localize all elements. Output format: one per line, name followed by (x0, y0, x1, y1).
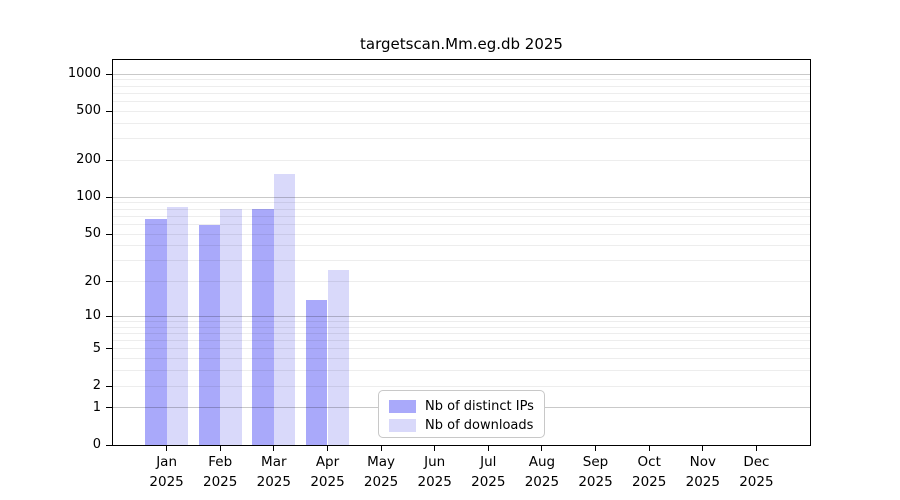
x-label-year-may: 2025 (363, 474, 399, 490)
x-tick-label-feb: Feb 2025 (192, 452, 248, 492)
y-tick-50 (106, 233, 112, 235)
x-label-year-nov: 2025 (685, 474, 720, 490)
y-tick-2 (106, 385, 112, 387)
x-label-month-jun: Jun (424, 454, 446, 470)
x-label-month-apr: Apr (315, 454, 340, 470)
bar-distinct-ips-apr (306, 299, 328, 445)
x-tick-sep (595, 446, 596, 451)
x-tick-oct (648, 446, 650, 451)
y-tick-100 (106, 196, 112, 198)
x-label-month-nov: Nov (689, 454, 716, 470)
legend-label-downloads: Nb of downloads (425, 417, 534, 433)
x-label-month-feb: Feb (208, 454, 233, 470)
legend-item-distinct-ips: Nb of distinct IPs (389, 397, 544, 415)
y-tick-200 (106, 159, 112, 161)
y-tick-1 (106, 407, 112, 409)
x-label-year-jun: 2025 (417, 474, 452, 490)
y-tick-label-100: 100 (76, 189, 101, 205)
legend-swatch-distinct-ips (389, 399, 416, 413)
x-label-month-dec: Dec (743, 454, 770, 470)
bar-distinct-ips-mar (252, 208, 274, 445)
x-label-month-sep: Sep (582, 454, 609, 470)
bar-downloads-mar (273, 174, 296, 445)
x-tick-label-apr: Apr 2025 (300, 452, 356, 492)
legend: Nb of distinct IPs Nb of downloads (378, 390, 545, 438)
x-label-year-jan: 2025 (149, 474, 184, 490)
x-label-year-dec: 2025 (739, 474, 774, 490)
x-label-year-apr: 2025 (310, 474, 345, 490)
y-tick-label-2: 2 (92, 378, 101, 393)
plot-area (112, 59, 811, 446)
y-tick-1000 (106, 73, 112, 75)
x-label-year-oct: 2025 (632, 474, 667, 490)
x-tick-feb (219, 446, 221, 451)
x-tick-label-jan: Jan 2025 (139, 452, 195, 492)
x-label-month-oct: Oct (637, 454, 661, 470)
y-tick-5 (106, 348, 112, 350)
legend-label-distinct-ips: Nb of distinct IPs (425, 398, 534, 414)
legend-swatch-downloads (389, 418, 416, 432)
x-tick-label-mar: Mar 2025 (246, 452, 302, 492)
x-label-month-mar: Mar (261, 454, 287, 470)
x-tick-jan (166, 446, 168, 451)
x-tick-label-may: May 2025 (353, 452, 409, 492)
x-tick-jul (487, 446, 489, 451)
x-tick-label-nov: Nov 2025 (675, 452, 731, 492)
y-tick-label-5: 5 (92, 340, 101, 356)
x-tick-dec (755, 446, 757, 451)
chart-title: targetscan.Mm.eg.db 2025 (360, 35, 563, 53)
x-tick-label-sep: Sep 2025 (568, 452, 624, 492)
x-label-month-aug: Aug (528, 454, 556, 470)
x-label-year-aug: 2025 (524, 474, 560, 490)
y-tick-10 (106, 315, 112, 317)
y-tick-500 (106, 110, 112, 112)
x-label-month-jan: Jan (156, 454, 177, 470)
x-label-year-mar: 2025 (256, 474, 291, 490)
bar-downloads-jan (166, 206, 188, 445)
legend-item-downloads: Nb of downloads (389, 416, 544, 434)
x-label-year-jul: 2025 (471, 474, 506, 490)
x-label-year-sep: 2025 (578, 474, 613, 490)
x-tick-label-jul: Jul 2025 (460, 452, 516, 492)
y-tick-label-50: 50 (84, 226, 101, 241)
y-tick-label-200: 200 (76, 152, 101, 168)
y-tick-label-1: 1 (92, 399, 101, 415)
x-tick-nov (702, 446, 704, 451)
bar-downloads-feb (220, 208, 242, 445)
x-tick-aug (541, 446, 543, 451)
bars-layer (113, 60, 810, 445)
x-tick-apr (327, 446, 328, 451)
x-tick-label-jun: Jun 2025 (407, 452, 463, 492)
x-tick-label-dec: Dec 2025 (728, 452, 784, 492)
x-label-month-may: May (367, 454, 396, 470)
x-tick-label-oct: Oct 2025 (621, 452, 677, 492)
bar-downloads-apr (327, 270, 349, 445)
y-tick-label-1000: 1000 (67, 66, 101, 82)
y-tick-label-0: 0 (92, 437, 101, 452)
x-tick-may (380, 446, 382, 451)
x-label-month-jul: Jul (480, 454, 497, 470)
y-tick-label-20: 20 (84, 273, 101, 289)
x-tick-label-aug: Aug 2025 (514, 452, 570, 492)
y-tick-0 (106, 444, 112, 446)
y-tick-label-500: 500 (76, 103, 101, 119)
y-tick-label-10: 10 (84, 308, 101, 324)
bar-distinct-ips-feb (198, 225, 221, 445)
x-label-year-feb: 2025 (203, 474, 238, 490)
y-tick-20 (106, 281, 112, 283)
x-tick-jun (434, 446, 436, 451)
x-tick-mar (273, 446, 275, 451)
bar-distinct-ips-jan (145, 219, 167, 445)
